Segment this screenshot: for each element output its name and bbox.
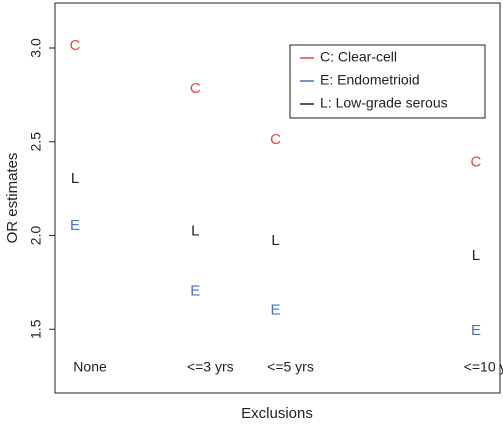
point-marker: L [271,232,279,249]
legend-label: E: Endometrioid [320,72,420,88]
y-tick-label: 3.0 [28,38,44,58]
y-tick-label: 1.5 [28,319,44,339]
point-marker: L [71,170,79,187]
point-marker: C [70,37,81,54]
legend-label: C: Clear-cell [320,49,397,65]
y-tick-label: 2.5 [28,132,44,152]
legend-label: L: Low-grade serous [320,95,448,111]
legend-box [289,44,486,119]
point-marker: L [191,223,199,240]
point-marker: C [471,153,482,170]
point-marker: E [190,283,200,300]
y-axis-title: OR estimates [4,153,21,244]
y-tick-label: 2.0 [28,226,44,246]
point-marker: C [190,80,201,97]
point-marker: L [472,247,480,264]
x-tick-label: <=3 yrs [187,359,234,375]
point-marker: E [270,301,280,318]
x-tick-label: None [73,359,107,375]
point-marker: E [471,322,481,339]
x-tick-label: <=10 yrs [464,359,503,375]
x-axis-title: Exclusions [241,405,313,422]
point-marker: C [270,131,281,148]
point-marker: E [70,217,80,234]
plot-frame [54,2,501,394]
x-tick-label: <=5 yrs [267,359,314,375]
